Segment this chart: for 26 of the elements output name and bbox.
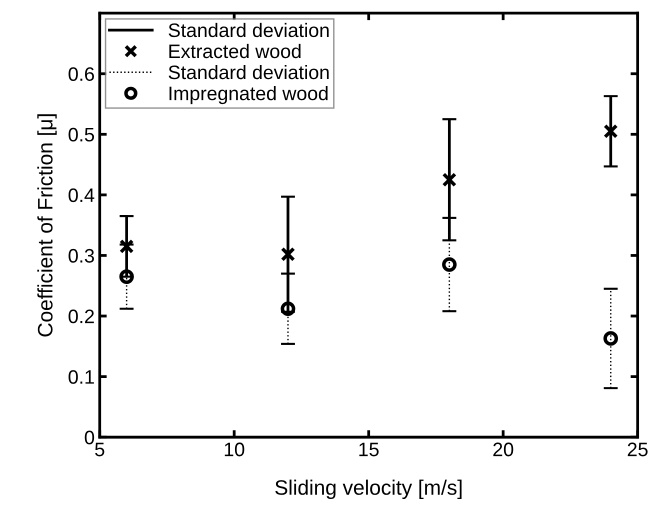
y-tick-label: 0.3 xyxy=(68,248,94,263)
y-tick-label: 0 xyxy=(84,430,94,444)
y-tick-label: 0.2 xyxy=(68,310,94,324)
legend-label: Extracted wood xyxy=(169,44,301,58)
y-axis-title: Coefficient of Friction [μ] xyxy=(37,114,57,336)
x-tick-label: 10 xyxy=(224,442,244,456)
y-tick-label: 0.5 xyxy=(68,128,94,142)
x-tick-label: 5 xyxy=(95,442,104,456)
y-tick-label: 0.6 xyxy=(68,67,94,81)
point xyxy=(119,269,134,284)
point xyxy=(280,301,296,316)
x-axis-title: Sliding velocity [m/s] xyxy=(275,480,462,500)
point xyxy=(442,257,457,272)
point xyxy=(603,331,618,346)
y-tick-label: 0.4 xyxy=(68,188,94,202)
point xyxy=(442,172,457,188)
point xyxy=(603,124,618,139)
x-tick-label: 20 xyxy=(493,442,514,456)
annotation: Standard deviation xyxy=(168,64,329,80)
point xyxy=(119,239,134,254)
x-tick-label: 15 xyxy=(359,442,379,456)
x-tick-label: 25 xyxy=(628,442,648,456)
y-tick-label: 0.1 xyxy=(68,370,94,384)
point xyxy=(280,246,296,262)
legend-label: Impregnated wood xyxy=(170,86,328,104)
annotation: Standard deviation xyxy=(168,22,329,38)
